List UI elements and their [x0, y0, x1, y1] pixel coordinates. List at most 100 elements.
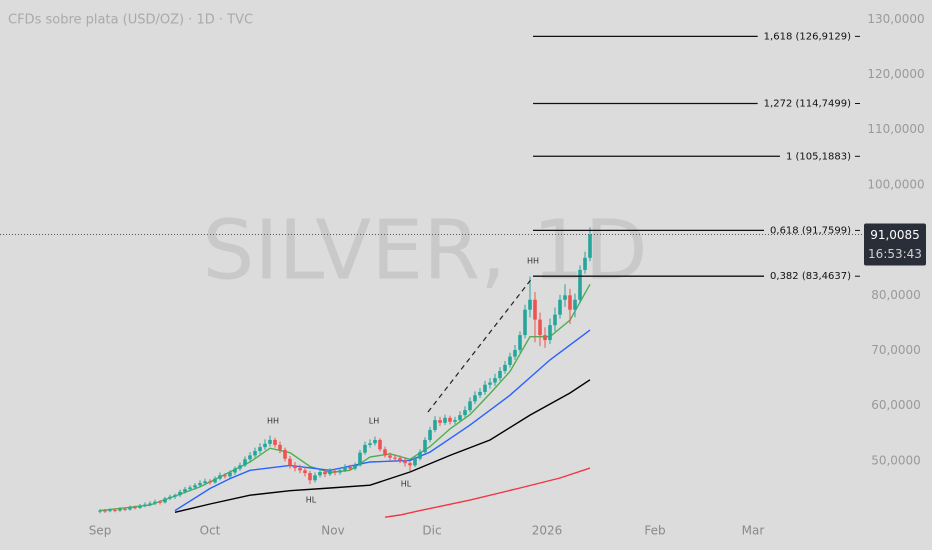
candle-body [273, 439, 277, 445]
candle-body [173, 495, 177, 497]
y-tick-label: 50,0000 [871, 453, 921, 467]
candle-body [358, 452, 362, 466]
candle-body [588, 234, 592, 258]
candle-body [163, 498, 167, 503]
candle-body [228, 472, 232, 477]
candle-body [428, 430, 432, 440]
x-tick-label: Dic [422, 524, 441, 538]
candle-body [258, 447, 262, 451]
candle-body [533, 299, 537, 320]
candle-body [443, 417, 447, 423]
candle-body [373, 439, 377, 444]
candle-body [293, 465, 297, 469]
candle-body [398, 458, 402, 461]
candle-body [463, 410, 467, 416]
moving-average [174, 379, 591, 513]
candle-body [408, 463, 412, 466]
candle-body [263, 443, 267, 448]
candle-body [498, 370, 502, 379]
x-tick-label: 2026 [532, 524, 563, 538]
candle-body [213, 478, 217, 483]
annotation: HH [267, 417, 279, 426]
candle-body [248, 455, 252, 460]
candle-body [323, 471, 327, 475]
candle-body [283, 449, 287, 459]
candle-body [453, 420, 457, 422]
price-label: 91,0085 [870, 228, 920, 242]
candle-body [518, 335, 522, 350]
candle-body [388, 455, 392, 458]
candle-body [138, 505, 142, 508]
x-tick-label: Oct [200, 524, 221, 538]
candle-body [563, 295, 567, 300]
candle-body [333, 470, 337, 473]
candle-body [313, 475, 317, 481]
candle-body [488, 382, 492, 385]
candle-body [183, 489, 187, 492]
watermark: SILVER, 1D [202, 203, 647, 298]
moving-average [174, 329, 591, 512]
candle-body [568, 295, 572, 310]
candle-body [153, 501, 157, 504]
candle-body [318, 471, 322, 476]
candle-body [543, 335, 547, 341]
candle-body [523, 309, 527, 336]
y-tick-label: 80,0000 [871, 288, 921, 302]
candle-body [473, 395, 477, 402]
candle-body [208, 481, 212, 483]
candle-body [503, 364, 507, 371]
candle-body [218, 475, 222, 479]
candle-body [128, 507, 132, 510]
candle-body [148, 503, 152, 505]
candle-body [288, 458, 292, 466]
y-tick-label: 100,0000 [867, 177, 924, 191]
candle-body [98, 510, 102, 512]
plot-area [98, 227, 592, 518]
annotation: LH [369, 417, 379, 426]
candle-body [113, 510, 117, 512]
candle-body [338, 470, 342, 473]
candle-body [118, 508, 122, 511]
x-tick-label: Nov [321, 524, 344, 538]
candle-body [483, 384, 487, 392]
annotation: HH [527, 257, 539, 266]
candle-body [353, 465, 357, 469]
candle-body [513, 349, 517, 357]
candle-body [493, 378, 497, 383]
candle-body [528, 299, 532, 310]
candle-body [438, 420, 442, 423]
candle-body [538, 319, 542, 336]
candle-body [203, 481, 207, 484]
candle-body [253, 450, 257, 456]
candle-body [243, 459, 247, 466]
candle-body [458, 415, 462, 421]
price-box [864, 223, 926, 266]
candle-body [393, 457, 397, 459]
candle-body [268, 439, 272, 444]
candle-body [298, 468, 302, 471]
y-tick-label: 110,0000 [867, 122, 924, 136]
candle-body [468, 401, 472, 411]
candle-body [103, 510, 107, 512]
y-tick-label: 130,0000 [867, 12, 924, 26]
candle-body [233, 468, 237, 473]
candle-body [558, 299, 562, 315]
candle-body [378, 439, 382, 450]
candle-body [448, 417, 452, 422]
x-tick-label: Mar [742, 524, 765, 538]
candle-body [123, 508, 127, 510]
x-tick-label: Sep [89, 524, 112, 538]
candle-body [343, 467, 347, 471]
candle-body [548, 325, 552, 341]
candle-body [413, 458, 417, 466]
fib-label: 1 (105,1883) [786, 151, 851, 162]
candle-body [368, 443, 372, 445]
candle-body [383, 449, 387, 456]
candle-body [278, 444, 282, 450]
candle-body [158, 501, 162, 503]
candle-body [418, 452, 422, 459]
candle-body [133, 507, 137, 509]
fib-label: 1,272 (114,7499) [764, 99, 851, 110]
y-tick-label: 70,0000 [871, 343, 921, 357]
